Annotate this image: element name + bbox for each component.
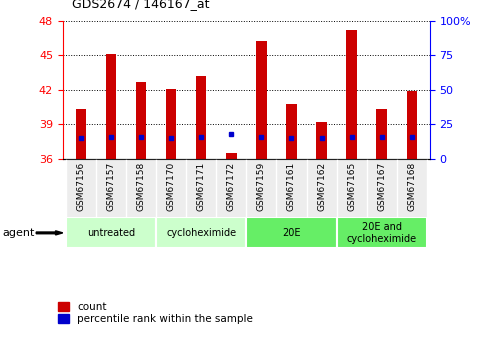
Text: agent: agent bbox=[2, 228, 35, 238]
Bar bbox=[156, 217, 246, 248]
Text: untreated: untreated bbox=[87, 228, 135, 238]
Bar bbox=[286, 104, 297, 159]
Text: 20E and
cycloheximide: 20E and cycloheximide bbox=[347, 222, 417, 244]
Bar bbox=[276, 159, 307, 217]
Bar bbox=[106, 54, 116, 159]
Bar bbox=[126, 159, 156, 217]
Bar bbox=[96, 159, 126, 217]
Bar bbox=[346, 30, 357, 159]
Bar bbox=[407, 91, 417, 159]
Bar bbox=[226, 153, 237, 159]
Bar bbox=[196, 76, 206, 159]
Legend: count, percentile rank within the sample: count, percentile rank within the sample bbox=[58, 302, 253, 324]
Bar bbox=[337, 159, 367, 217]
Bar bbox=[186, 159, 216, 217]
Bar bbox=[66, 217, 156, 248]
Text: GSM67170: GSM67170 bbox=[167, 161, 176, 211]
Text: GSM67172: GSM67172 bbox=[227, 161, 236, 211]
Text: GSM67161: GSM67161 bbox=[287, 161, 296, 211]
Text: GSM67157: GSM67157 bbox=[106, 161, 115, 211]
Text: cycloheximide: cycloheximide bbox=[166, 228, 236, 238]
Bar bbox=[256, 41, 267, 159]
Bar bbox=[307, 159, 337, 217]
Bar bbox=[246, 217, 337, 248]
Text: GSM67162: GSM67162 bbox=[317, 161, 326, 211]
Bar bbox=[66, 159, 96, 217]
Bar bbox=[376, 109, 387, 159]
Text: GDS2674 / 146167_at: GDS2674 / 146167_at bbox=[72, 0, 210, 10]
Bar bbox=[166, 89, 176, 159]
Bar bbox=[367, 159, 397, 217]
Bar bbox=[216, 159, 246, 217]
Text: 20E: 20E bbox=[282, 228, 301, 238]
Text: GSM67159: GSM67159 bbox=[257, 161, 266, 211]
Bar bbox=[136, 82, 146, 159]
Bar bbox=[156, 159, 186, 217]
Text: GSM67167: GSM67167 bbox=[377, 161, 386, 211]
Bar bbox=[246, 159, 276, 217]
Bar bbox=[75, 109, 86, 159]
Bar bbox=[397, 159, 427, 217]
Bar bbox=[337, 217, 427, 248]
Bar bbox=[316, 122, 327, 159]
Text: GSM67168: GSM67168 bbox=[407, 161, 416, 211]
Text: GSM67156: GSM67156 bbox=[76, 161, 85, 211]
Text: GSM67171: GSM67171 bbox=[197, 161, 206, 211]
Text: GSM67158: GSM67158 bbox=[137, 161, 145, 211]
Text: GSM67165: GSM67165 bbox=[347, 161, 356, 211]
